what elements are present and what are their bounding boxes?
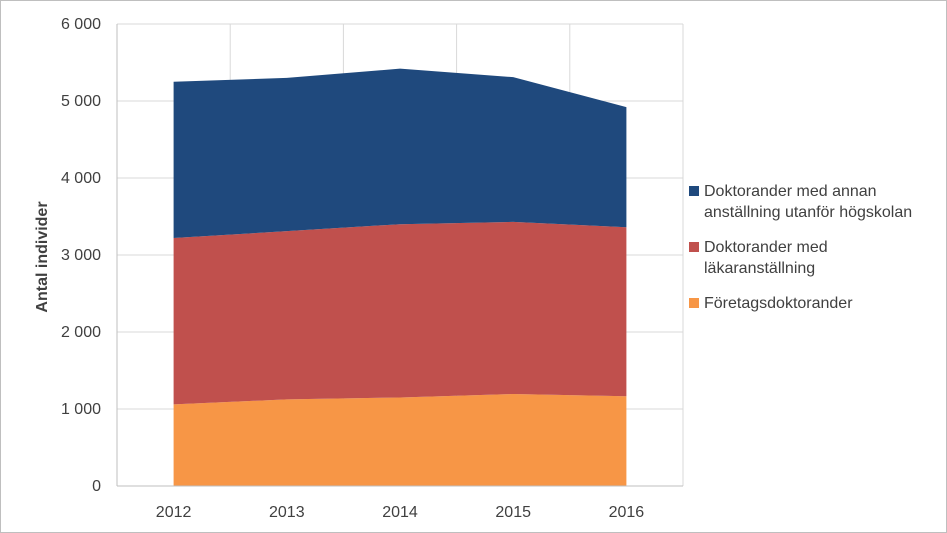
legend-item-lakare: Doktorander med läkaranställning [689, 237, 941, 279]
area-foretag [173, 393, 627, 486]
y-tick-labels: 0 1 000 2 000 3 000 4 000 5 000 6 000 [61, 16, 101, 495]
x-tick-labels: 2012 2013 2014 2015 2016 [156, 504, 644, 521]
x-tick-label: 2015 [495, 504, 531, 521]
y-tick-label: 2 000 [61, 324, 101, 341]
y-tick-label: 3 000 [61, 247, 101, 264]
legend-label-foretag: Företagsdoktorander [704, 295, 853, 312]
legend-item-foretag: Företagsdoktorander [689, 293, 941, 314]
axes [116, 24, 683, 487]
legend-label-annan: Doktorander med annan anställning utanfö… [704, 183, 913, 221]
y-tick-label: 5 000 [61, 93, 101, 110]
x-tick-label: 2012 [156, 504, 192, 521]
legend: Doktorander med annan anställning utanfö… [689, 181, 941, 328]
area-annan [173, 68, 627, 239]
legend-swatch-lakare [689, 242, 699, 252]
area-lakare [173, 221, 627, 405]
y-tick-label: 6 000 [61, 16, 101, 33]
x-tick-label: 2013 [269, 504, 305, 521]
legend-item-annan: Doktorander med annan anställning utanfö… [689, 181, 941, 223]
legend-label-lakare: Doktorander med läkaranställning [704, 239, 828, 277]
legend-swatch-annan [689, 186, 699, 196]
area-series [173, 68, 627, 486]
y-tick-label: 1 000 [61, 401, 101, 418]
y-axis-title: Antal individer [34, 201, 51, 312]
x-tick-label: 2016 [609, 504, 645, 521]
y-tick-label: 4 000 [61, 170, 101, 187]
y-tick-label: 0 [92, 478, 101, 495]
x-tick-label: 2014 [382, 504, 418, 521]
legend-swatch-foretag [689, 298, 699, 308]
